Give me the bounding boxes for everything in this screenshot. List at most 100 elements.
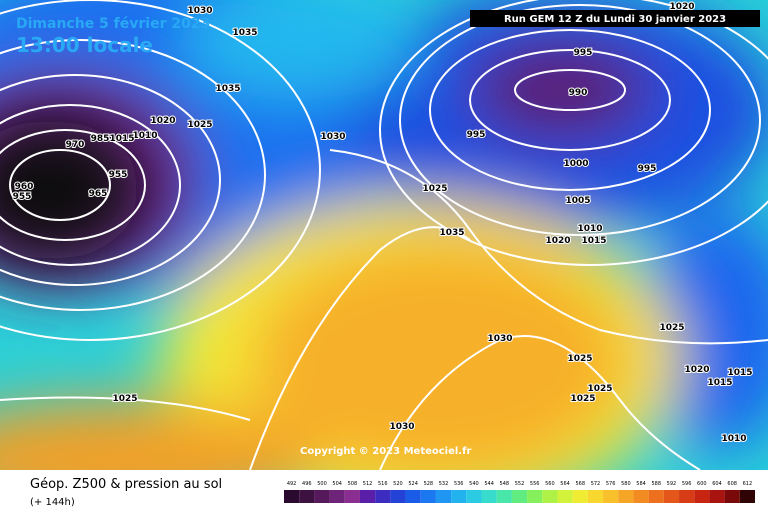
isobar-label: 1030 — [487, 334, 512, 344]
isobar-label: 1035 — [439, 228, 464, 238]
isobar-label: 955 — [109, 170, 128, 180]
isobar-label: 1020 — [669, 2, 694, 12]
scale-label: 564 — [560, 481, 570, 487]
scale-label: 592 — [667, 481, 677, 487]
scale-label: 548 — [500, 481, 510, 487]
isobar-label: 1010 — [132, 131, 157, 141]
isobars — [0, 0, 768, 470]
isobar-label: 995 — [638, 164, 657, 174]
scale-label: 492 — [287, 481, 297, 487]
scale-label: 576 — [606, 481, 616, 487]
isobar-label: 1025 — [570, 394, 595, 404]
scale-label: 556 — [530, 481, 540, 487]
scale-swatch — [284, 490, 300, 503]
scale-swatch — [709, 490, 725, 503]
scale-swatch — [496, 490, 512, 503]
caption: Géop. Z500 & pression au sol — [30, 477, 222, 492]
scale-swatch — [375, 490, 391, 503]
scale-swatch — [329, 490, 345, 503]
scale-swatch — [694, 490, 710, 503]
scale-swatch — [618, 490, 634, 503]
run-label: Run GEM 12 Z du Lundi 30 janvier 2023 — [504, 14, 726, 25]
scale-label: 600 — [697, 481, 707, 487]
isobar-label: 955 — [13, 192, 32, 202]
isobar-label: 1035 — [232, 28, 257, 38]
isobar-label: 1020 — [684, 365, 709, 375]
isobar-label: 1025 — [659, 323, 684, 333]
isobar-label: 1035 — [215, 84, 240, 94]
scale-swatch — [466, 490, 482, 503]
isobar-label: 1010 — [721, 434, 746, 444]
isobar-label: 1000 — [563, 159, 588, 169]
isobar-label: 1015 — [707, 378, 732, 388]
isobar-label: 1030 — [320, 132, 345, 142]
scale-label: 544 — [484, 481, 494, 487]
scale-swatch — [405, 490, 421, 503]
isobar-label: 1010 — [577, 224, 602, 234]
copyright: Copyright © 2023 Meteociel.fr — [300, 446, 471, 457]
isobar-label: 1020 — [150, 116, 175, 126]
scale-label: 580 — [621, 481, 631, 487]
title: Dimanche 5 février 2023 — [16, 16, 210, 32]
scale-label: 604 — [712, 481, 722, 487]
isobar-label: 1020 — [545, 236, 570, 246]
scale-swatch — [724, 490, 740, 503]
scale-label: 596 — [682, 481, 692, 487]
scale-label: 584 — [636, 481, 646, 487]
isobar-label: 995 — [574, 48, 593, 58]
scale-swatch — [511, 490, 528, 503]
scale-label: 516 — [378, 481, 388, 487]
scale-swatch — [663, 490, 680, 503]
scale-label: 524 — [408, 481, 418, 487]
isobar-label: 1030 — [187, 6, 212, 16]
isobar-label: 1025 — [187, 120, 212, 130]
scale-swatch — [648, 490, 664, 503]
scale-swatch — [542, 490, 558, 503]
isobar-label: 1015 — [581, 236, 606, 246]
scale-label: 520 — [393, 481, 403, 487]
isobar-label: 1030 — [389, 422, 414, 432]
scale-swatch — [633, 490, 649, 503]
scale-swatch — [587, 490, 604, 503]
scale-swatch — [390, 490, 406, 503]
lead-time: (+ 144h) — [30, 497, 75, 508]
scale-label: 560 — [545, 481, 555, 487]
scale-swatch — [603, 490, 619, 503]
isobar-label: 1015 — [727, 368, 752, 378]
isobar-label: 960 — [15, 182, 34, 192]
scale-label: 496 — [302, 481, 312, 487]
run-box — [470, 10, 760, 27]
scale-swatch — [481, 490, 497, 503]
scale-swatch — [557, 490, 573, 503]
scale-label: 532 — [439, 481, 449, 487]
scale-swatch — [299, 490, 315, 503]
scale-label: 512 — [363, 481, 373, 487]
isobar-label: 995 — [467, 130, 486, 140]
scale-label: 536 — [454, 481, 464, 487]
scale-label: 500 — [317, 481, 327, 487]
isobar-label: 990 — [569, 88, 588, 98]
isobar-label: 1025 — [567, 354, 592, 364]
scale-label: 588 — [651, 481, 661, 487]
scale-swatch — [314, 490, 330, 503]
scale-swatch — [527, 490, 543, 503]
isobar-label: 985 — [91, 134, 110, 144]
scale-swatch — [344, 490, 360, 503]
scale-label: 552 — [515, 481, 525, 487]
isobar-label: 1015 — [109, 134, 134, 144]
scale-label: 540 — [469, 481, 479, 487]
isobar-label: 1005 — [565, 196, 590, 206]
scale-label: 608 — [727, 481, 737, 487]
isobar-label: 1025 — [422, 184, 447, 194]
scale-label: 568 — [576, 481, 586, 487]
scale-label: 504 — [332, 481, 342, 487]
scale-swatch — [451, 490, 467, 503]
scale-label: 508 — [348, 481, 358, 487]
isobar-label: 965 — [89, 189, 108, 199]
time: 13:00 locale — [16, 33, 153, 57]
isobar-label: 970 — [66, 140, 85, 150]
scale-swatch — [572, 490, 588, 503]
scale-swatch — [435, 490, 452, 503]
